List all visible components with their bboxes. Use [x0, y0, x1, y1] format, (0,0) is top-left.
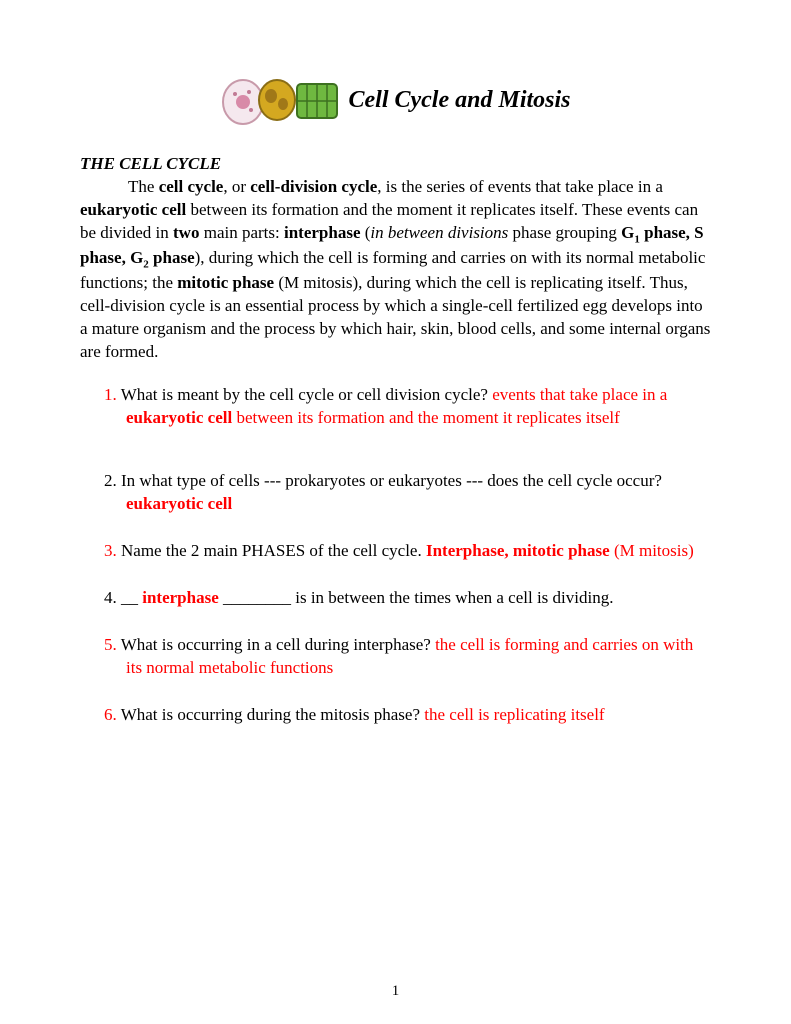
- cell-illustration-icon: [221, 70, 341, 130]
- answer-bold: eukaryotic cell: [126, 408, 232, 427]
- intro-bold: eukaryotic cell: [80, 200, 186, 219]
- intro-italic: in between divisions: [370, 223, 508, 242]
- intro-bold: two: [173, 223, 199, 242]
- question-3: 3. Name the 2 main PHASES of the cell cy…: [104, 540, 711, 563]
- question-text: Name the 2 main PHASES of the cell cycle…: [117, 541, 426, 560]
- answer-bold: Interphase, mitotic phase: [426, 541, 610, 560]
- intro-bold: cell-division cycle: [250, 177, 377, 196]
- question-1: 1. What is meant by the cell cycle or ce…: [104, 384, 711, 430]
- answer-text: between its formation and the moment it …: [232, 408, 620, 427]
- question-text: What is occurring in a cell during inter…: [117, 635, 435, 654]
- question-number: 2.: [104, 471, 117, 490]
- page-title: Cell Cycle and Mitosis: [349, 87, 571, 114]
- question-text: What is occurring during the mitosis pha…: [117, 705, 425, 724]
- title-row: Cell Cycle and Mitosis: [80, 70, 711, 130]
- question-number: 4.: [104, 588, 117, 607]
- question-text: ________ is in between the times when a …: [219, 588, 614, 607]
- intro-paragraph: The cell cycle, or cell-division cycle, …: [80, 176, 711, 364]
- question-text: What is meant by the cell cycle or cell …: [117, 385, 492, 404]
- question-number: 1.: [104, 385, 117, 404]
- intro-text: phase grouping: [508, 223, 621, 242]
- answer-text: (M mitosis): [610, 541, 694, 560]
- intro-text: (: [360, 223, 370, 242]
- worksheet-page: Cell Cycle and Mitosis THE CELL CYCLE Th…: [0, 0, 791, 1024]
- answer-text: interphase: [142, 588, 219, 607]
- intro-bold: mitotic phase: [177, 273, 274, 292]
- answer-text: the cell is replicating itself: [424, 705, 604, 724]
- question-number: 6.: [104, 705, 117, 724]
- page-number: 1: [0, 983, 791, 1000]
- intro-text: , or: [223, 177, 250, 196]
- question-text: In what type of cells --- prokaryotes or…: [117, 471, 662, 490]
- intro-bold-part: phase: [149, 248, 195, 267]
- answer-text: events that take place in a: [492, 385, 667, 404]
- blank-pre: __: [117, 588, 143, 607]
- section-heading: THE CELL CYCLE: [80, 154, 711, 174]
- intro-bold: interphase: [284, 223, 361, 242]
- intro-bold-part: G: [621, 223, 634, 242]
- question-6: 6. What is occurring during the mitosis …: [104, 704, 711, 727]
- question-4: 4. __ interphase ________ is in between …: [104, 587, 711, 610]
- intro-bold: cell cycle: [159, 177, 224, 196]
- intro-text: The: [128, 177, 159, 196]
- question-number: 3.: [104, 541, 117, 560]
- intro-text: main parts:: [199, 223, 284, 242]
- intro-text: , is the series of events that take plac…: [377, 177, 663, 196]
- answer-text: eukaryotic cell: [126, 494, 232, 513]
- question-2: 2. In what type of cells --- prokaryotes…: [104, 470, 711, 516]
- question-5: 5. What is occurring in a cell during in…: [104, 634, 711, 680]
- question-number: 5.: [104, 635, 117, 654]
- questions-list: 1. What is meant by the cell cycle or ce…: [80, 384, 711, 726]
